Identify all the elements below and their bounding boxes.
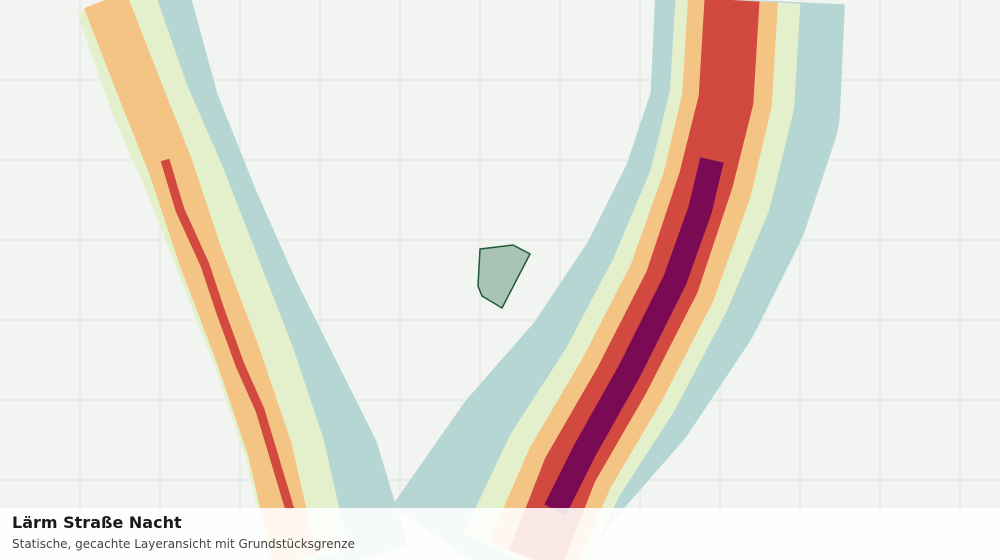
- legend-panel: [0, 508, 1000, 560]
- layer-title: Lärm Straße Nacht: [12, 513, 182, 532]
- parcel-boundary: [477, 244, 532, 310]
- layer-subtitle: Statische, gecachte Layeransicht mit Gru…: [12, 537, 355, 551]
- noise-band-right: [392, 0, 845, 560]
- noise-band-left: [77, 0, 408, 560]
